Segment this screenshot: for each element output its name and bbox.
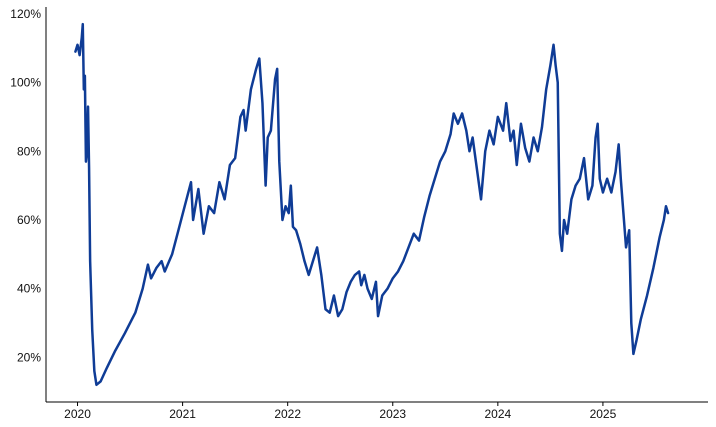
x-tick-label: 2020 xyxy=(64,407,91,421)
series-line xyxy=(74,22,670,387)
series-layer xyxy=(74,22,670,387)
y-tick-label: 80% xyxy=(17,144,41,158)
y-tick-label: 60% xyxy=(17,213,41,227)
x-tick-label: 2021 xyxy=(169,407,196,421)
x-tick-label: 2022 xyxy=(274,407,301,421)
y-tick-label: 100% xyxy=(10,76,41,90)
x-tick-label: 2023 xyxy=(379,407,406,421)
y-tick-label: 20% xyxy=(17,350,41,364)
y-tick-label: 120% xyxy=(10,7,41,21)
y-tick-label: 40% xyxy=(17,282,41,296)
x-axis-ticks: 2020 2021 2022 2023 2024 2025 xyxy=(64,402,617,421)
y-axis-ticks: 20% 40% 60% 80% 100% 120% xyxy=(10,7,41,364)
x-tick-label: 2025 xyxy=(590,407,617,421)
x-tick-label: 2024 xyxy=(484,407,511,421)
